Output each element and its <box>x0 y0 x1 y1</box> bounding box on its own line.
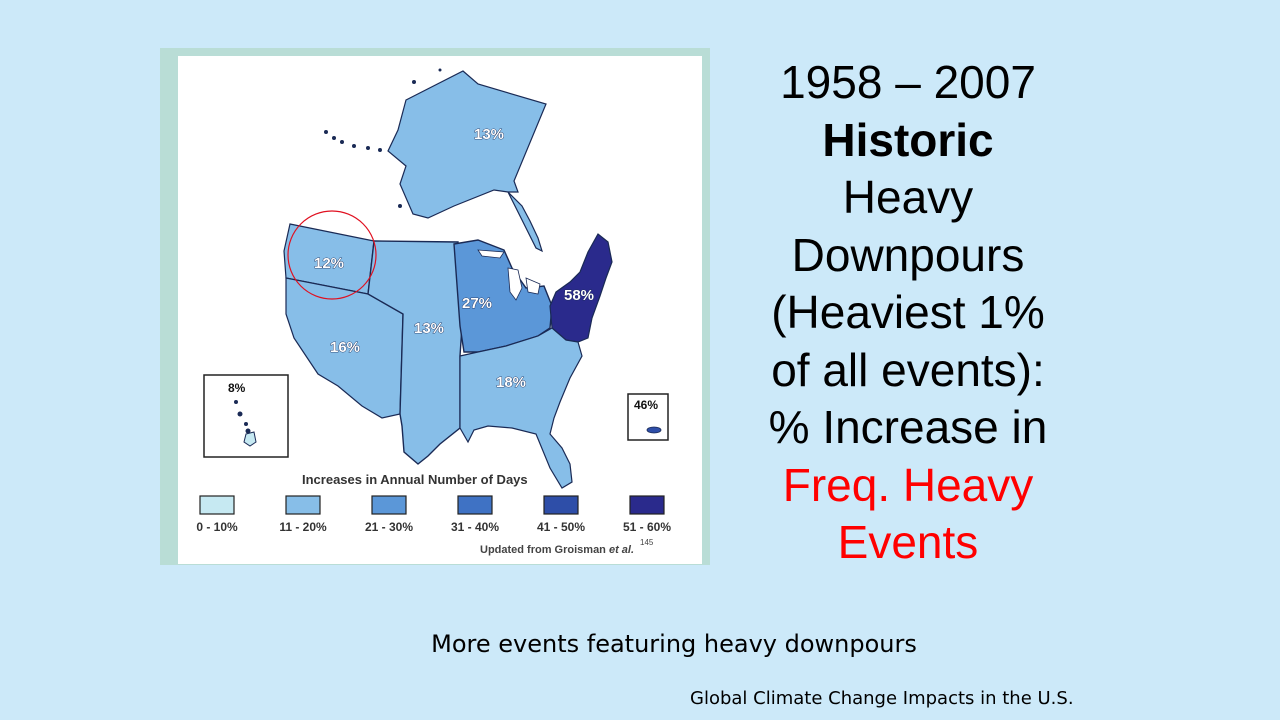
legend-label: 0 - 10% <box>196 520 238 534</box>
legend: 0 - 10% 11 - 20% 21 - 30% 31 - 40% 41 - 50% 5… <box>196 495 671 534</box>
slide-caption: More events featuring heavy downpours <box>431 630 917 658</box>
hawaii-label: 8% <box>228 381 246 395</box>
map-panel: 13% 12% 16% 13% 27% 58% 18 <box>178 56 702 564</box>
slide-title: 1958 – 2007 Historic Heavy Downpours (He… <box>722 54 1094 572</box>
source-text: Updated from Groisman <box>480 544 606 556</box>
southeast-label: 18% <box>496 374 526 391</box>
hawaii-inset: 8% <box>203 374 289 458</box>
heavy-downpour-map: 13% 12% 16% 13% 27% 58% 18 <box>196 68 671 556</box>
source-note: Global Climate Change Impacts in the U.S… <box>690 688 1074 709</box>
puerto-rico-label: 46% <box>634 398 658 412</box>
source-etal: et al. <box>606 544 634 556</box>
title-line-heaviest: (Heaviest 1% <box>771 286 1045 338</box>
title-line-heavy: Heavy <box>842 171 974 223</box>
legend-swatch <box>371 495 407 515</box>
source-credit: Updated from Groisman et al. <box>480 544 634 556</box>
southwest-label: 16% <box>330 339 360 356</box>
legend-swatch <box>543 495 579 515</box>
legend-swatch <box>199 495 235 515</box>
legend-label: 31 - 40% <box>451 520 499 534</box>
great-plains-label: 13% <box>414 320 444 337</box>
northwest-label: 12% <box>314 255 344 272</box>
legend-label: 11 - 20% <box>279 520 327 534</box>
title-line-years: 1958 – 2007 <box>780 56 1036 108</box>
region-midwest: 27% <box>453 239 553 353</box>
legend-label: 41 - 50% <box>537 520 585 534</box>
puerto-rico-inset: 46% <box>627 393 669 441</box>
midwest-label: 27% <box>462 295 492 312</box>
title-line-all-events: of all events): <box>771 343 1045 396</box>
region-northeast: 58% <box>549 233 613 343</box>
legend-swatch <box>629 495 665 515</box>
northeast-label: 58% <box>564 287 594 304</box>
highlight-circle <box>287 210 377 300</box>
legend-label: 51 - 60% <box>623 520 671 534</box>
title-line-freq-heavy: Freq. Heavy <box>782 458 1034 511</box>
title-line-historic: Historic <box>822 113 994 166</box>
region-alaska: 13% <box>324 68 547 253</box>
title-line-downpours: Downpours <box>791 228 1025 281</box>
great-lakes <box>477 249 541 301</box>
legend-title: Increases in Annual Number of Days <box>302 472 528 487</box>
title-line-increase: % Increase in <box>768 401 1048 453</box>
region-southwest: 16% <box>285 277 404 419</box>
title-line-events: Events <box>837 516 979 568</box>
region-southeast: 18% <box>459 327 583 489</box>
legend-label: 21 - 30% <box>365 520 413 534</box>
source-reference: 145 <box>640 538 654 547</box>
legend-swatch <box>285 495 321 515</box>
alaska-label: 13% <box>474 126 504 143</box>
legend-swatch <box>457 495 493 515</box>
